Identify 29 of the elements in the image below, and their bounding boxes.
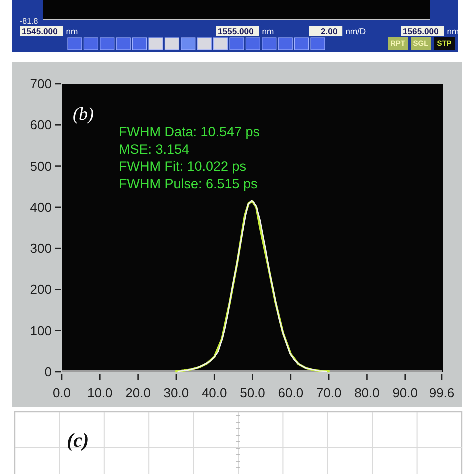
- x-tick-label: 80.0: [354, 386, 380, 400]
- text: -81.8: [20, 17, 39, 26]
- annotation: FWHM Pulse: 6.515 ps: [119, 176, 258, 192]
- x-tick-label: 99.6: [429, 386, 455, 400]
- x-tick-label: 0.0: [52, 386, 72, 400]
- y-tick-label: 500: [30, 158, 52, 174]
- x-tick-label: 10.0: [87, 386, 113, 400]
- annotation: FWHM Fit: 10.022 ps: [119, 159, 247, 174]
- y-tick-label: 0: [44, 364, 52, 380]
- y-tick-label: 100: [30, 323, 52, 338]
- annotation: MSE: 3.154: [119, 142, 190, 157]
- text: (c): [67, 430, 90, 452]
- x-tick-label: 90.0: [392, 386, 418, 400]
- y-tick-label: 400: [30, 200, 52, 215]
- text: 2.00 nm/D: [321, 26, 366, 36]
- text: (b): [73, 104, 94, 124]
- x-tick-label: 50.0: [240, 386, 266, 400]
- x-tick-label: 40.0: [202, 386, 228, 400]
- y-tick-label: 600: [30, 118, 52, 133]
- x-tick-label: 70.0: [316, 386, 342, 400]
- text: 1545.000 nm: [22, 26, 78, 36]
- y-tick-label: 300: [30, 241, 52, 256]
- text: 1555.000 nm: [218, 26, 274, 36]
- annotation: FWHM Data: 10.547 ps: [119, 124, 260, 140]
- x-tick-label: 20.0: [126, 386, 151, 400]
- y-tick-label: 700: [30, 76, 52, 92]
- x-tick-label: 30.0: [164, 386, 190, 400]
- y-tick-label: 200: [30, 282, 52, 298]
- x-tick-label: 60.0: [278, 386, 304, 400]
